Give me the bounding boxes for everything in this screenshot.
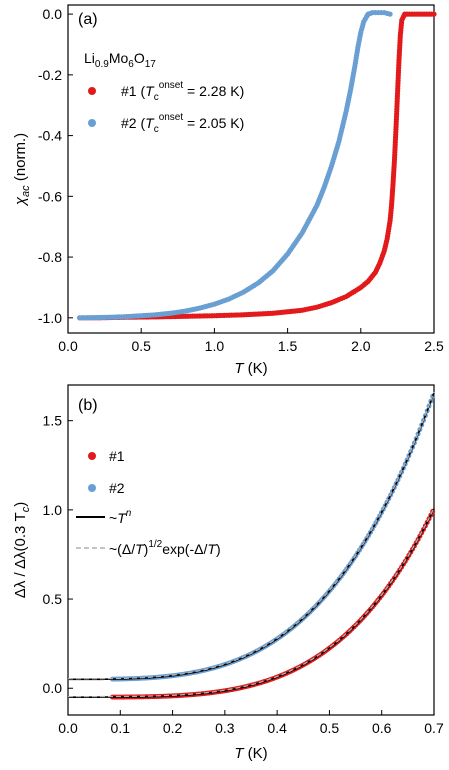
y-tick-label-b: 1.0 [43, 502, 63, 518]
fit-exponential-series1-b [68, 507, 435, 698]
legend-marker-series1-a [88, 87, 96, 95]
x-tick-label-b: 0.2 [163, 720, 183, 736]
x-axis-label-b: T (K) [234, 745, 267, 762]
x-tick-label-a: 1.0 [205, 338, 225, 354]
y-tick-label-a: -1.0 [38, 310, 62, 326]
y-tick-label-a: -0.8 [38, 249, 62, 265]
panel-label-a: (a) [78, 11, 98, 28]
legend-label-fit1-b: ~Tn [109, 508, 132, 526]
x-axis-label-a: T (K) [234, 360, 267, 377]
x-tick-label-a: 2.5 [424, 338, 444, 354]
panel-b: 0.0 0.1 0.2 0.3 0.4 0.5 0.6 0.7 0.0 0.5 1.0 1.5 (b)… [12, 384, 444, 762]
fit-exponential-series2-b [68, 391, 435, 680]
data-point-series2-a [387, 11, 393, 17]
legend-marker-series2-a [88, 119, 96, 127]
x-tick-label-b: 0.7 [424, 720, 444, 736]
panel-label-b: (b) [78, 397, 98, 414]
x-tick-label-a: 0.0 [58, 338, 78, 354]
axes-b: 0.0 0.1 0.2 0.3 0.4 0.5 0.6 0.7 0.0 0.5 1.0 1.5 [43, 413, 444, 736]
y-tick-label-a: -0.4 [38, 128, 62, 144]
legend-label-series2-b: #2 [109, 480, 125, 496]
legend-label-fit2-b: ~(Δ/T)1/2exp(-Δ/T) [109, 539, 221, 557]
y-tick-label-a: -0.2 [38, 67, 62, 83]
legend-a: Li0.9Mo6O17 #1 (Tconset = 2.28 K) #2 (Tc… [84, 50, 244, 135]
y-tick-label-b: 0.5 [43, 591, 63, 607]
legend-label-series2-a: #2 (Tconset = 2.05 K) [121, 112, 244, 135]
legend-marker-series1-b [88, 452, 96, 460]
y-tick-label-a: -0.6 [38, 188, 62, 204]
data-point-series1-a [431, 11, 437, 17]
x-tick-label-b: 0.1 [111, 720, 131, 736]
x-tick-label-a: 0.5 [131, 338, 151, 354]
x-tick-label-b: 0.4 [267, 720, 287, 736]
legend-label-series1-a: #1 (Tconset = 2.28 K) [121, 80, 244, 103]
x-tick-label-a: 2.0 [351, 338, 371, 354]
x-tick-label-b: 0.3 [215, 720, 235, 736]
x-tick-label-b: 0.0 [58, 720, 78, 736]
x-tick-label-b: 0.5 [320, 720, 340, 736]
y-axis-label-a: χac (norm.) [12, 133, 32, 207]
legend-marker-series2-b [88, 484, 96, 492]
data-points-a [77, 9, 437, 321]
axes-a: 0.0 0.5 1.0 1.5 2.0 2.5 0.0 -0.2 -0.4 -0.6 -0.8 -1.… [38, 6, 444, 354]
legend-label-series1-b: #1 [109, 448, 125, 464]
legend-title-a: Li0.9Mo6O17 [84, 50, 156, 70]
fit-power-law-series2-b [68, 392, 435, 681]
fit-curves-b [68, 391, 435, 698]
plot-frame-b [67, 384, 435, 716]
y-axis-label-b: Δλ / Δλ(0.3 Tc) [12, 502, 32, 598]
x-tick-label-b: 0.6 [372, 720, 392, 736]
legend-b: #1 #2 ~Tn ~(Δ/T)1/2exp(-Δ/T) [76, 448, 221, 557]
fit-power-law-series1-b [68, 508, 435, 698]
y-tick-label-b: 1.5 [43, 413, 63, 429]
plot-frame-a [67, 4, 435, 334]
x-tick-label-a: 1.5 [278, 338, 298, 354]
y-tick-label-a: 0.0 [43, 6, 63, 22]
y-tick-label-b: 0.0 [43, 680, 63, 696]
panel-a: 0.0 0.5 1.0 1.5 2.0 2.5 0.0 -0.2 -0.4 -0.6 -0.8 -1.… [12, 4, 444, 377]
